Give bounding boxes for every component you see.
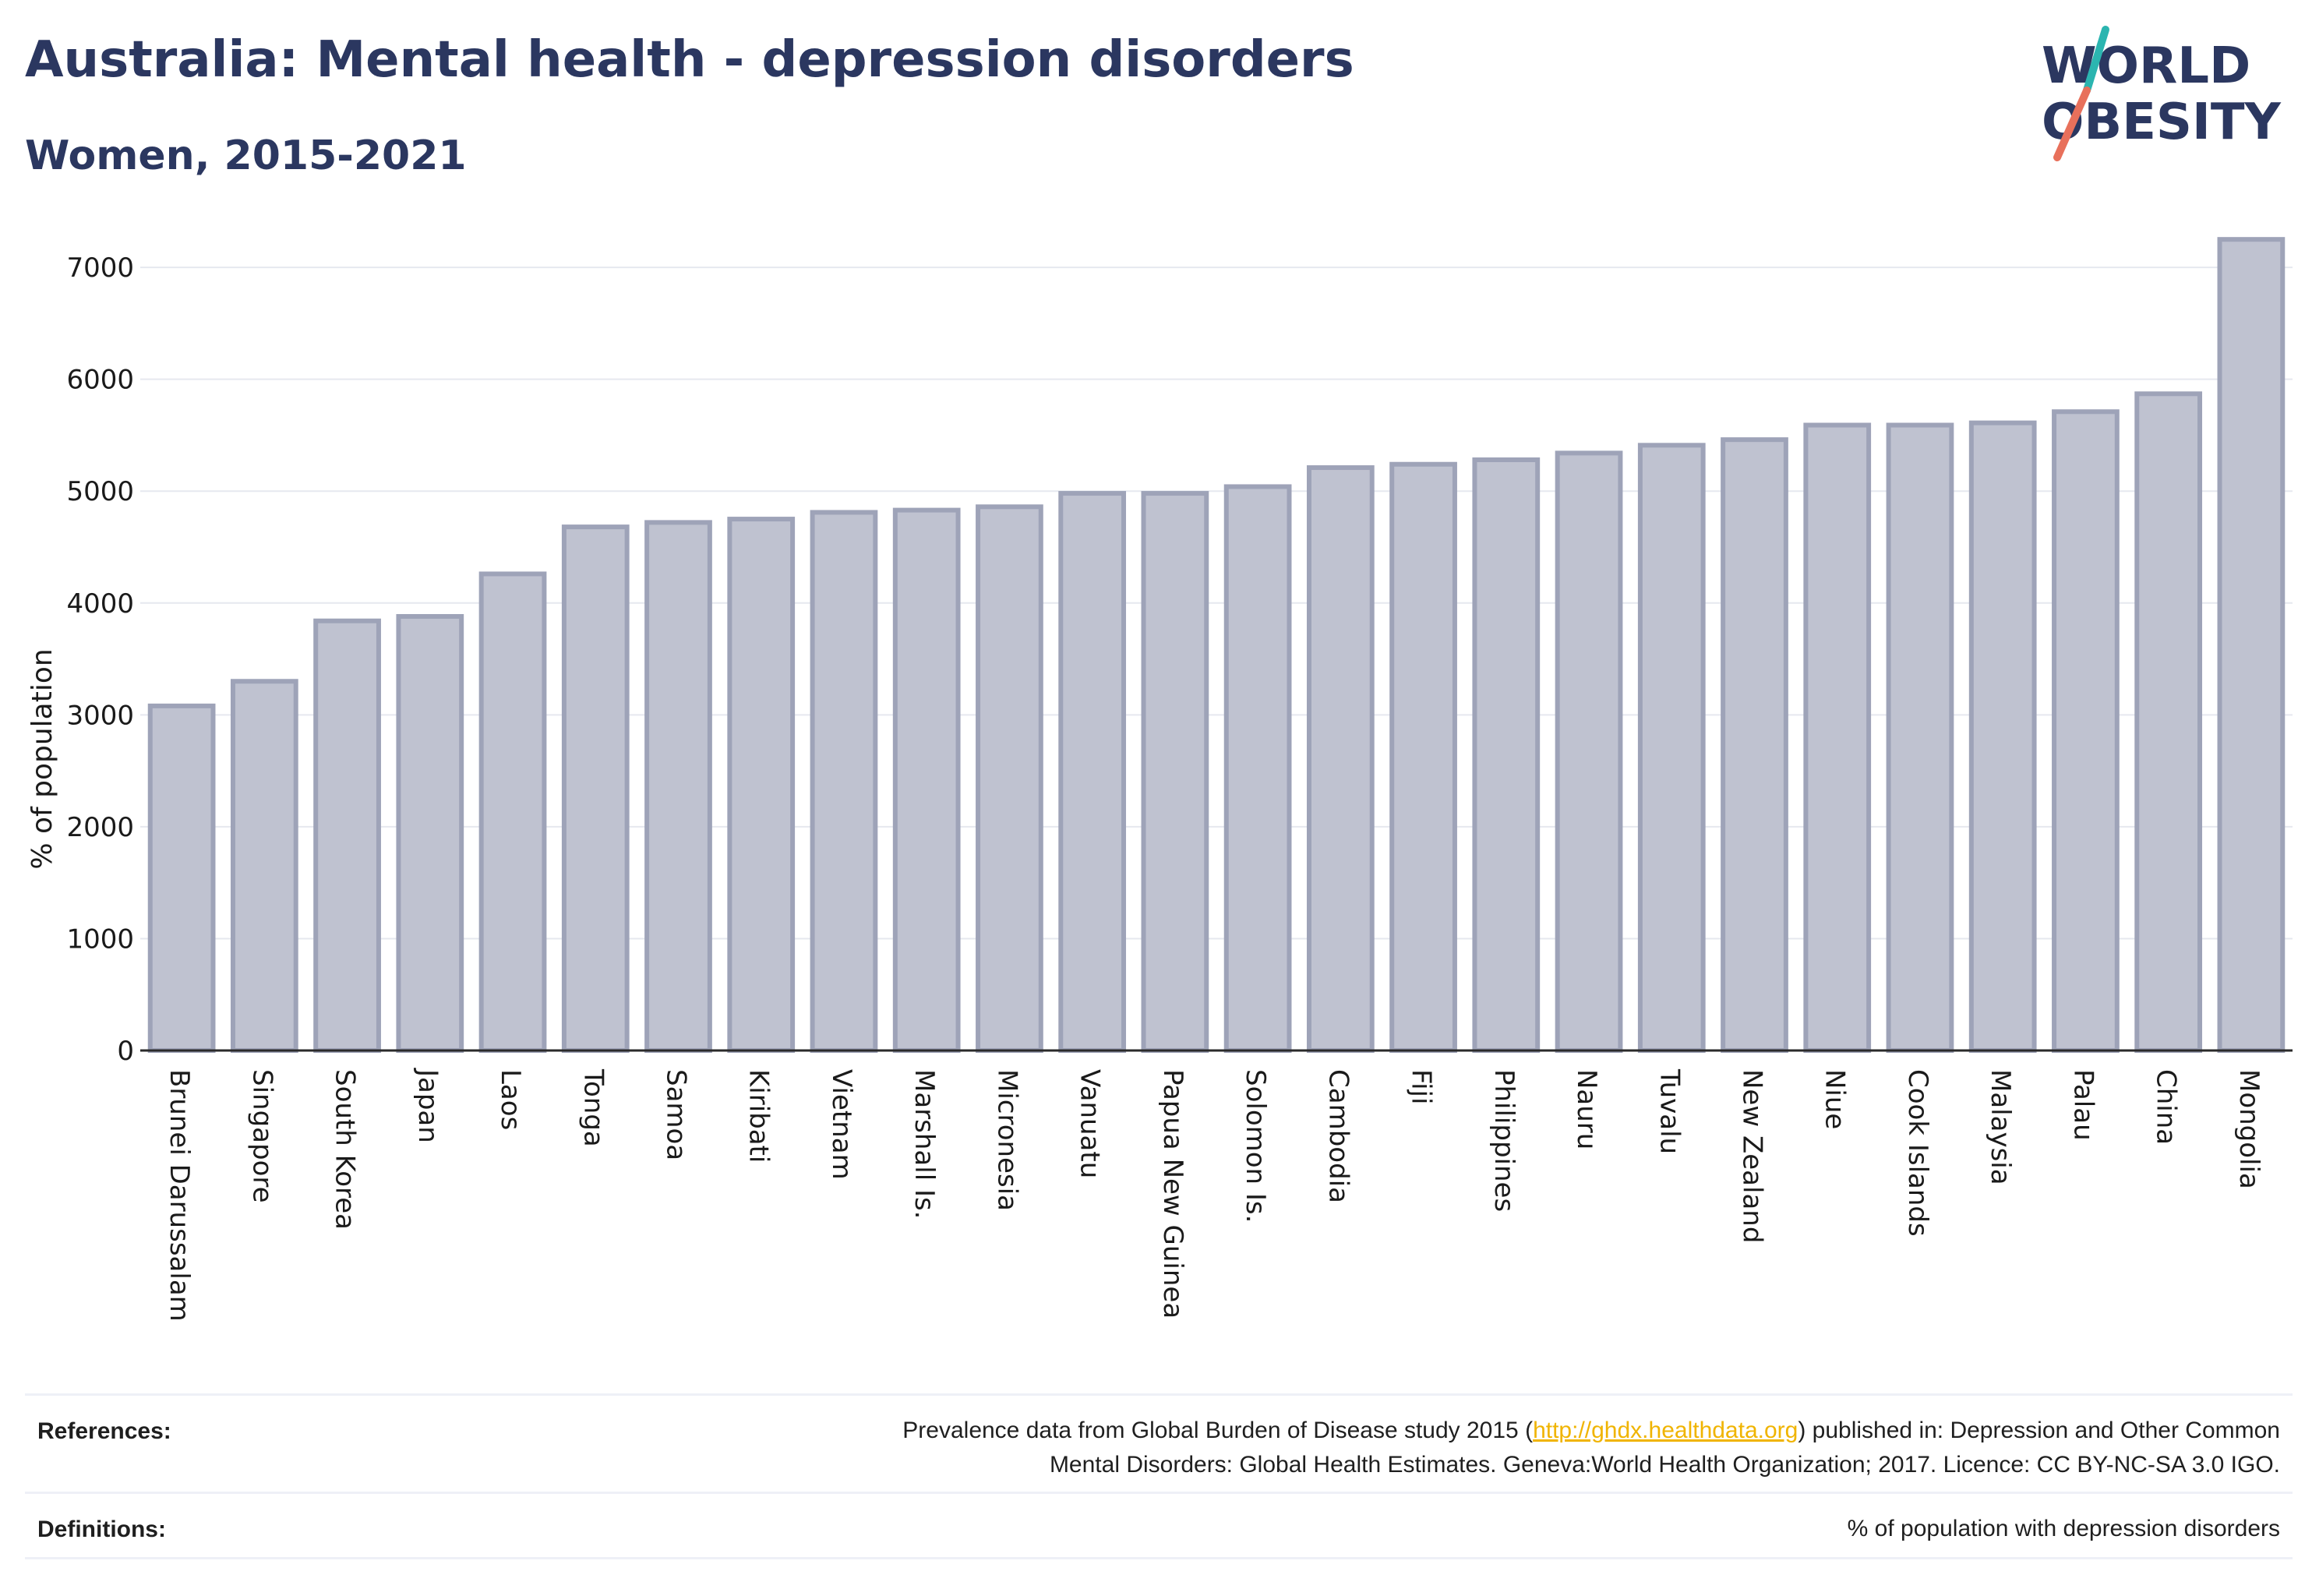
x-tick-labels: Brunei Darussalam Singapore South Korea Jap… xyxy=(164,1068,2264,1322)
logo-slash-bottom xyxy=(2053,87,2091,161)
world-obesity-logo: WORLD OBESITY xyxy=(2042,26,2281,161)
x-tick-label: Brunei Darussalam xyxy=(164,1069,195,1322)
y-tick-label: 4000 xyxy=(66,588,134,620)
references-text-part-2: ) published in: Depression and Other Com… xyxy=(1798,1418,2280,1443)
x-tick-label: Cambodia xyxy=(1322,1069,1354,1203)
footer-rule-middle xyxy=(25,1492,2293,1494)
bar xyxy=(2217,237,2286,1053)
logo-slash-top xyxy=(2083,26,2109,94)
x-tick-label: Niue xyxy=(1820,1069,1851,1129)
y-tick-label: 2000 xyxy=(66,812,134,843)
x-tick-label: Cook Islands xyxy=(1902,1069,1933,1237)
ghdx-link[interactable]: http://ghdx.healthdata.org xyxy=(1533,1418,1798,1443)
y-tick-label: 7000 xyxy=(66,252,134,284)
definitions-text: % of population with depression disorder… xyxy=(1847,1516,2280,1541)
page-title: Australia: Mental health - depression di… xyxy=(25,31,1354,89)
bar xyxy=(1306,465,1375,1053)
bar xyxy=(1637,443,1706,1053)
x-tick-label: Mongolia xyxy=(2233,1069,2264,1189)
bar xyxy=(1389,461,1457,1053)
bar xyxy=(1223,484,1292,1053)
x-tick-label: Kiribati xyxy=(743,1069,775,1163)
bar xyxy=(976,504,1043,1053)
definitions-label: Definitions: xyxy=(37,1517,166,1542)
bar xyxy=(1555,450,1623,1053)
x-tick-label: Marshall Is. xyxy=(909,1069,940,1220)
page-subtitle: Women, 2015-2021 xyxy=(25,132,467,179)
y-tick-label: 3000 xyxy=(66,700,134,731)
bar xyxy=(1803,422,1872,1053)
y-axis-title: % of population xyxy=(26,648,58,869)
y-tick-label: 1000 xyxy=(66,923,134,955)
bar xyxy=(1968,420,2037,1053)
x-tick-label: South Korea xyxy=(330,1069,361,1230)
bar xyxy=(1141,491,1209,1053)
x-tick-label: Solomon Is. xyxy=(1240,1069,1271,1223)
bars xyxy=(147,237,2286,1053)
x-tick-label: Tuvalu xyxy=(1654,1068,1685,1154)
bar xyxy=(1058,491,1127,1053)
bar xyxy=(2134,391,2203,1053)
y-tick-label: 5000 xyxy=(66,476,134,507)
bar xyxy=(313,618,381,1053)
bar xyxy=(2052,409,2120,1053)
x-tick-label: Philippines xyxy=(1488,1069,1520,1212)
x-tick-label: Micronesia xyxy=(991,1069,1022,1211)
bar xyxy=(644,520,712,1053)
bar xyxy=(147,703,216,1053)
footer-rule-top xyxy=(25,1393,2293,1396)
bar xyxy=(230,679,298,1053)
bar xyxy=(396,613,464,1053)
x-tick-label: New Zealand xyxy=(1737,1069,1768,1243)
x-tick-label: Malaysia xyxy=(1985,1069,2016,1185)
bar xyxy=(727,517,796,1053)
bar xyxy=(1721,437,1788,1053)
bar xyxy=(810,510,878,1053)
footer-rule-bottom xyxy=(25,1557,2293,1559)
x-tick-label: Fiji xyxy=(1406,1069,1437,1104)
y-tick-labels: 0 1000 2000 3000 4000 5000 6000 7000 xyxy=(66,252,134,1067)
references-text-line-2: Mental Disorders: Global Health Estimate… xyxy=(1049,1452,2280,1478)
bar xyxy=(561,524,630,1053)
x-tick-label: Papua New Guinea xyxy=(1157,1069,1188,1319)
y-tick-label: 0 xyxy=(117,1036,134,1067)
bar xyxy=(1472,457,1541,1053)
logo-line-1: WORLD xyxy=(2042,37,2250,95)
x-tick-label: Vanuatu xyxy=(1075,1069,1106,1178)
references-text-part-1: Prevalence data from Global Burden of Di… xyxy=(902,1418,1534,1443)
references-text: Prevalence data from Global Burden of Di… xyxy=(566,1414,2280,1482)
x-tick-label: China xyxy=(2151,1069,2182,1145)
x-tick-label: Singapore xyxy=(246,1069,277,1203)
bar xyxy=(1886,422,1954,1053)
bar xyxy=(892,507,961,1053)
x-tick-label: Vietnam xyxy=(826,1069,857,1180)
x-tick-label: Palau xyxy=(2067,1069,2099,1141)
bar xyxy=(478,571,547,1053)
x-tick-label: Nauru xyxy=(1571,1069,1602,1149)
x-tick-label: Laos xyxy=(495,1069,526,1130)
references-label: References: xyxy=(37,1418,171,1444)
y-tick-label: 6000 xyxy=(66,365,134,396)
x-tick-label: Japan xyxy=(412,1068,443,1143)
x-tick-label: Samoa xyxy=(661,1069,692,1160)
x-tick-label: Tonga xyxy=(577,1068,609,1147)
